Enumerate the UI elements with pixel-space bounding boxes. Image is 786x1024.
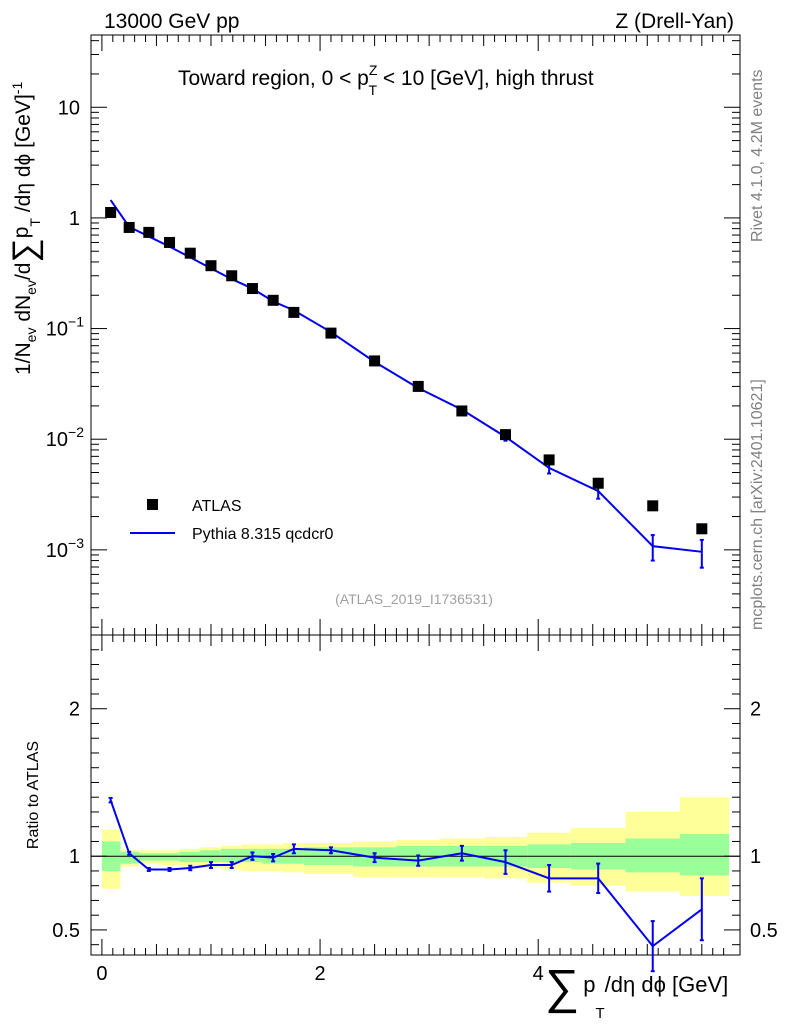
atlas-data-point — [184, 247, 196, 259]
ratio-y-tick-label-left: 2 — [69, 699, 80, 721]
ylabel-rest: /dη dϕ [GeV] — [12, 94, 35, 218]
ratio-band-green — [680, 834, 730, 876]
ratio-y-tick-label-left: 1 — [69, 846, 80, 868]
header-left: 13000 GeV pp — [104, 10, 239, 33]
ratio-band-green — [220, 848, 242, 863]
title-sub: T — [368, 82, 377, 98]
main-series — [105, 199, 708, 569]
ratio-ylabel: Ratio to ATLAS — [25, 741, 42, 849]
xlabel-sub-t: T — [595, 1005, 604, 1022]
main-x-ticks — [101, 35, 725, 635]
main-y-tick-label: 10 — [58, 97, 80, 119]
title-suffix: < 10 [GeV], high thrust — [377, 67, 594, 90]
ylabel-part-dn: dN — [12, 295, 35, 328]
xlabel-p: p — [583, 972, 595, 997]
ylabel-sub-ev-1: ev — [23, 328, 39, 343]
ratio-x-ticks: 0 2 4 — [96, 635, 725, 985]
ratio-y-tick-label-left: 0.5 — [52, 920, 80, 942]
main-y-tick-label: 1 — [69, 208, 80, 230]
legend-label-pythia: Pythia 8.315 qcdcr0 — [192, 526, 334, 543]
main-y-tick-label: 10−3 — [46, 535, 84, 562]
atlas-data-point — [456, 405, 468, 417]
atlas-data-point — [696, 523, 708, 535]
atlas-data-point — [246, 283, 258, 295]
ylabel-p: p — [10, 227, 33, 239]
ratio-band-green — [138, 853, 159, 861]
ratio-panel: 0.5 0.5 1 1 2 2 0 2 4 Ratio to ATLAS — [25, 634, 778, 985]
atlas-data-point — [105, 206, 117, 218]
rivet-label: Rivet 4.1.0, 4.2M events — [749, 69, 766, 242]
x-tick-label: 2 — [314, 963, 325, 985]
title-prefix: Toward region, 0 < p — [178, 67, 369, 90]
atlas-data-point — [205, 260, 217, 272]
atlas-data-point — [592, 477, 604, 489]
atlas-data-point — [288, 306, 300, 318]
atlas-data-point — [412, 380, 424, 392]
analysis-id: (ATLAS_2019_I1736531) — [335, 591, 493, 607]
main-y-ticks: 10−3 10−2 10−1 1 10 — [46, 40, 740, 628]
main-title: Toward region, 0 < pZ T < 10 [GeV], high … — [178, 62, 594, 98]
atlas-data-point — [267, 294, 279, 306]
atlas-data-point — [143, 226, 155, 238]
mcplots-label: mcplots.cern.ch [arXiv:2401.10621] — [749, 379, 766, 630]
main-y-tick-label: 10−1 — [46, 314, 84, 341]
ylabel-part-1: 1/N — [12, 342, 35, 375]
ratio-y-tick-label-right: 2 — [750, 699, 761, 721]
atlas-data-point — [226, 270, 238, 282]
ratio-y-tick-label-right: 1 — [750, 846, 761, 868]
atlas-data-point — [164, 236, 176, 248]
xlabel-sum: ∑ — [545, 961, 579, 1014]
ylabel-part-d: /d — [12, 263, 35, 281]
ratio-y-tick-label-right: 0.5 — [750, 920, 778, 942]
atlas-data-point — [499, 429, 511, 441]
legend-marker-atlas — [147, 499, 158, 510]
ratio-band-green — [120, 851, 139, 864]
main-frame — [90, 34, 741, 636]
ylabel-exp: -1 — [9, 82, 25, 95]
ylabel-sub-t: T — [27, 218, 43, 227]
ylabel-sub-ev-2: ev — [23, 280, 39, 295]
ratio-series — [91, 796, 740, 973]
x-tick-label: 4 — [533, 963, 544, 985]
atlas-data-point — [325, 327, 337, 339]
ratio-band-green — [158, 853, 180, 861]
ratio-y-ticks: 0.5 0.5 1 1 2 2 — [52, 649, 778, 946]
main-ylabel: 1/Nev dNev/d∑pT /dη dϕ [GeV]-1 — [6, 82, 44, 375]
ratio-band-green — [625, 838, 681, 873]
ratio-bands — [101, 797, 730, 897]
x-tick-label: 0 — [96, 963, 107, 985]
atlas-data-point — [123, 221, 135, 233]
x-axis-label: ∑ pT/dη dϕ [GeV] — [545, 961, 728, 1022]
atlas-data-point — [647, 500, 659, 512]
legend: ATLAS Pythia 8.315 qcdcr0 — [130, 498, 334, 543]
xlabel-rest: /dη dϕ [GeV] — [605, 972, 729, 997]
main-y-tick-label: 10−2 — [46, 424, 84, 451]
ylabel-sum: ∑ — [6, 238, 44, 262]
legend-label-atlas: ATLAS — [192, 498, 242, 515]
atlas-data-point — [369, 355, 381, 367]
title-sup: Z — [369, 62, 378, 78]
ratio-band-green — [179, 851, 201, 863]
atlas-data-point — [543, 454, 555, 466]
header-right: Z (Drell-Yan) — [615, 10, 734, 33]
ratio-frame — [90, 634, 741, 956]
